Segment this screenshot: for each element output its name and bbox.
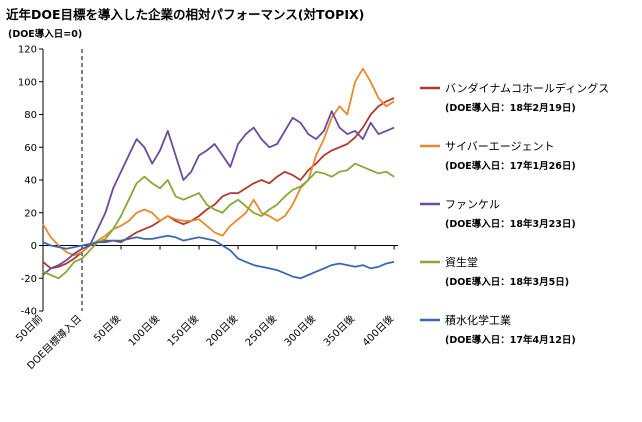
series-layer <box>42 67 395 280</box>
x-tick-label: 250日後 <box>242 312 279 349</box>
chart-title: 近年DOE目標を導入した企業の相対パフォーマンス(対TOPIX) <box>6 7 365 22</box>
legend-series-name: ファンケル <box>445 198 500 211</box>
legend-doe-date: (DOE導入日：18年2月19日) <box>445 102 576 114</box>
legend-doe-date: (DOE導入日：18年3月23日) <box>445 218 576 230</box>
legend-series-name: 積水化学工業 <box>445 313 511 327</box>
x-tick-label: 150日後 <box>164 312 201 349</box>
y-tick-label: 100 <box>18 77 37 88</box>
y-tick-label: 120 <box>18 45 37 56</box>
y-tick-label: -40 <box>21 307 37 318</box>
y-tick-label: 0 <box>31 241 37 252</box>
series-line <box>42 67 395 257</box>
legend-series-name: 資生堂 <box>445 255 478 269</box>
y-tick-label: -20 <box>21 274 37 285</box>
x-tick-label: 300日後 <box>281 312 318 349</box>
series-line <box>42 234 395 280</box>
legend-series-name: サイバーエージェント <box>445 140 555 153</box>
legend-series-name: バンダイナムコホールディングス <box>445 81 609 95</box>
x-tick-label: 350日後 <box>320 312 357 349</box>
y-axis-label: (DOE導入日=0) <box>8 29 83 40</box>
legend: バンダイナムコホールディングス (DOE導入日：18年2月19日) サイバーエージェ… <box>420 81 609 346</box>
x-tick-label: 200日後 <box>203 312 240 349</box>
x-tick-label: 100日後 <box>125 312 162 349</box>
y-axis: -40 -20 0 20 40 60 80 100 120 <box>18 45 44 318</box>
y-tick-label: 20 <box>24 208 37 219</box>
y-tick-label: 40 <box>24 176 37 187</box>
legend-doe-date: (DOE導入日：17年1月26日) <box>445 160 576 172</box>
series-line <box>42 162 395 280</box>
legend-doe-date: (DOE導入日：17年4月12日) <box>445 334 576 346</box>
series-line <box>42 110 395 276</box>
x-tick-label: 400日後 <box>359 312 396 349</box>
y-tick-label: 60 <box>24 143 37 154</box>
y-tick-label: 80 <box>24 110 37 121</box>
legend-doe-date: (DOE導入日：18年3月5日) <box>445 276 569 288</box>
x-tick-label: 50日後 <box>91 312 123 344</box>
